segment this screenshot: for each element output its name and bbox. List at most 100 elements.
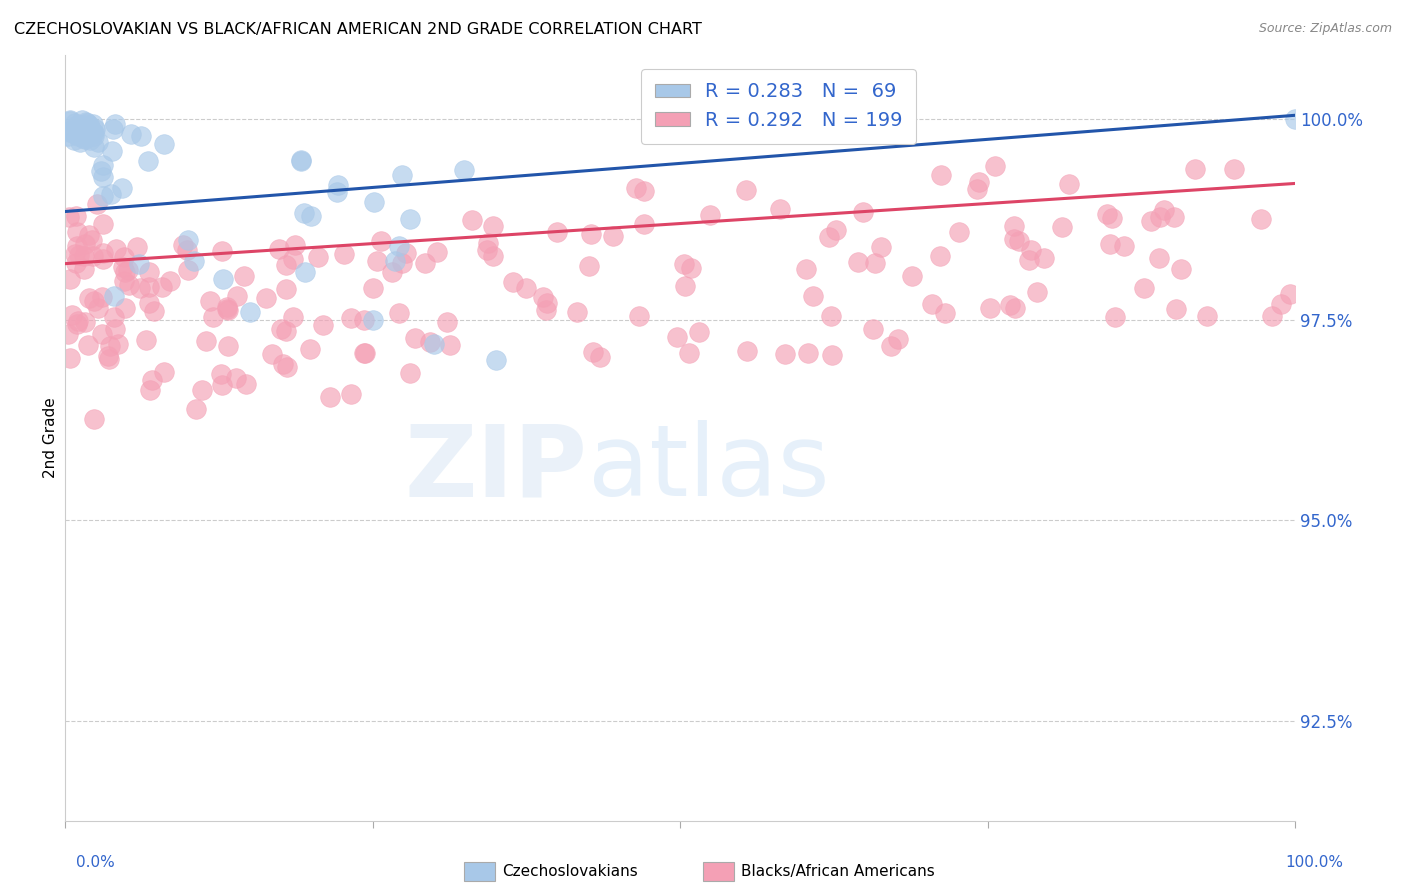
Point bbox=[1002, 219, 1025, 233]
Point bbox=[153, 365, 176, 379]
Point bbox=[91, 170, 114, 185]
Point bbox=[138, 280, 160, 294]
Point bbox=[63, 126, 86, 140]
Point bbox=[1163, 210, 1185, 224]
Point bbox=[354, 345, 377, 359]
Point bbox=[82, 117, 104, 131]
Point bbox=[75, 115, 97, 129]
Point bbox=[735, 343, 758, 358]
Point bbox=[135, 333, 157, 347]
Point bbox=[353, 312, 375, 326]
Point bbox=[1101, 211, 1123, 225]
Point bbox=[60, 308, 83, 322]
Point bbox=[1153, 203, 1175, 218]
Point bbox=[1164, 301, 1187, 316]
Point bbox=[59, 113, 82, 128]
Point bbox=[60, 124, 83, 138]
Point bbox=[79, 120, 101, 134]
Point bbox=[1026, 285, 1049, 299]
Point bbox=[1140, 214, 1163, 228]
Point bbox=[340, 387, 363, 401]
Text: atlas: atlas bbox=[588, 420, 830, 517]
Point bbox=[363, 194, 385, 209]
Point bbox=[72, 118, 94, 132]
Point bbox=[73, 249, 96, 263]
Point bbox=[217, 339, 239, 353]
Point bbox=[103, 310, 125, 325]
Point bbox=[299, 209, 322, 223]
Point bbox=[502, 276, 524, 290]
Point bbox=[176, 263, 198, 277]
Point bbox=[69, 128, 91, 142]
Point bbox=[436, 315, 458, 329]
Point bbox=[477, 236, 499, 251]
Point bbox=[63, 116, 86, 130]
Point bbox=[129, 281, 152, 295]
Point bbox=[235, 377, 257, 392]
Point bbox=[399, 366, 422, 380]
Point bbox=[98, 352, 121, 367]
Point bbox=[1197, 309, 1219, 323]
Point bbox=[117, 263, 139, 277]
Point bbox=[699, 208, 721, 222]
Point bbox=[69, 120, 91, 135]
Point bbox=[87, 301, 110, 315]
Point bbox=[475, 243, 498, 257]
Point bbox=[1019, 243, 1042, 257]
Point bbox=[103, 122, 125, 136]
Point bbox=[633, 185, 655, 199]
Point bbox=[83, 128, 105, 143]
Point bbox=[91, 158, 114, 172]
Point bbox=[1004, 301, 1026, 316]
Point bbox=[114, 301, 136, 315]
Point bbox=[998, 298, 1021, 312]
Point bbox=[413, 256, 436, 270]
Point bbox=[67, 248, 90, 262]
Point bbox=[461, 212, 484, 227]
Point bbox=[63, 247, 86, 261]
Point bbox=[104, 117, 127, 131]
Point bbox=[366, 253, 388, 268]
Point bbox=[91, 189, 114, 203]
Point bbox=[73, 315, 96, 329]
Point bbox=[79, 133, 101, 147]
Point bbox=[77, 118, 100, 132]
Point bbox=[276, 360, 298, 375]
Point bbox=[215, 301, 238, 316]
Point bbox=[1018, 252, 1040, 267]
Point bbox=[86, 135, 108, 149]
Point bbox=[801, 289, 824, 303]
Point bbox=[138, 265, 160, 279]
Point bbox=[381, 265, 404, 279]
Point bbox=[534, 303, 557, 318]
Point bbox=[176, 243, 198, 257]
Point bbox=[773, 347, 796, 361]
Point bbox=[928, 249, 950, 263]
Point bbox=[1095, 207, 1118, 221]
Point bbox=[83, 139, 105, 153]
Point bbox=[673, 278, 696, 293]
Point bbox=[1270, 297, 1292, 311]
Point bbox=[361, 312, 384, 326]
Point bbox=[353, 346, 375, 360]
Point bbox=[67, 128, 90, 143]
Point bbox=[1223, 161, 1246, 176]
Point bbox=[274, 258, 297, 272]
Point bbox=[624, 180, 647, 194]
Point bbox=[77, 227, 100, 242]
Point bbox=[281, 310, 304, 325]
Point bbox=[69, 135, 91, 149]
Point bbox=[103, 289, 125, 303]
Point bbox=[602, 228, 624, 243]
Point bbox=[120, 128, 142, 142]
Point bbox=[183, 254, 205, 268]
Point bbox=[212, 271, 235, 285]
Point bbox=[292, 206, 315, 220]
Point bbox=[84, 122, 107, 136]
Point bbox=[1057, 178, 1080, 192]
Point bbox=[58, 125, 80, 139]
Point bbox=[921, 296, 943, 310]
Point bbox=[191, 384, 214, 398]
Y-axis label: 2nd Grade: 2nd Grade bbox=[44, 398, 58, 478]
Point bbox=[820, 348, 842, 362]
